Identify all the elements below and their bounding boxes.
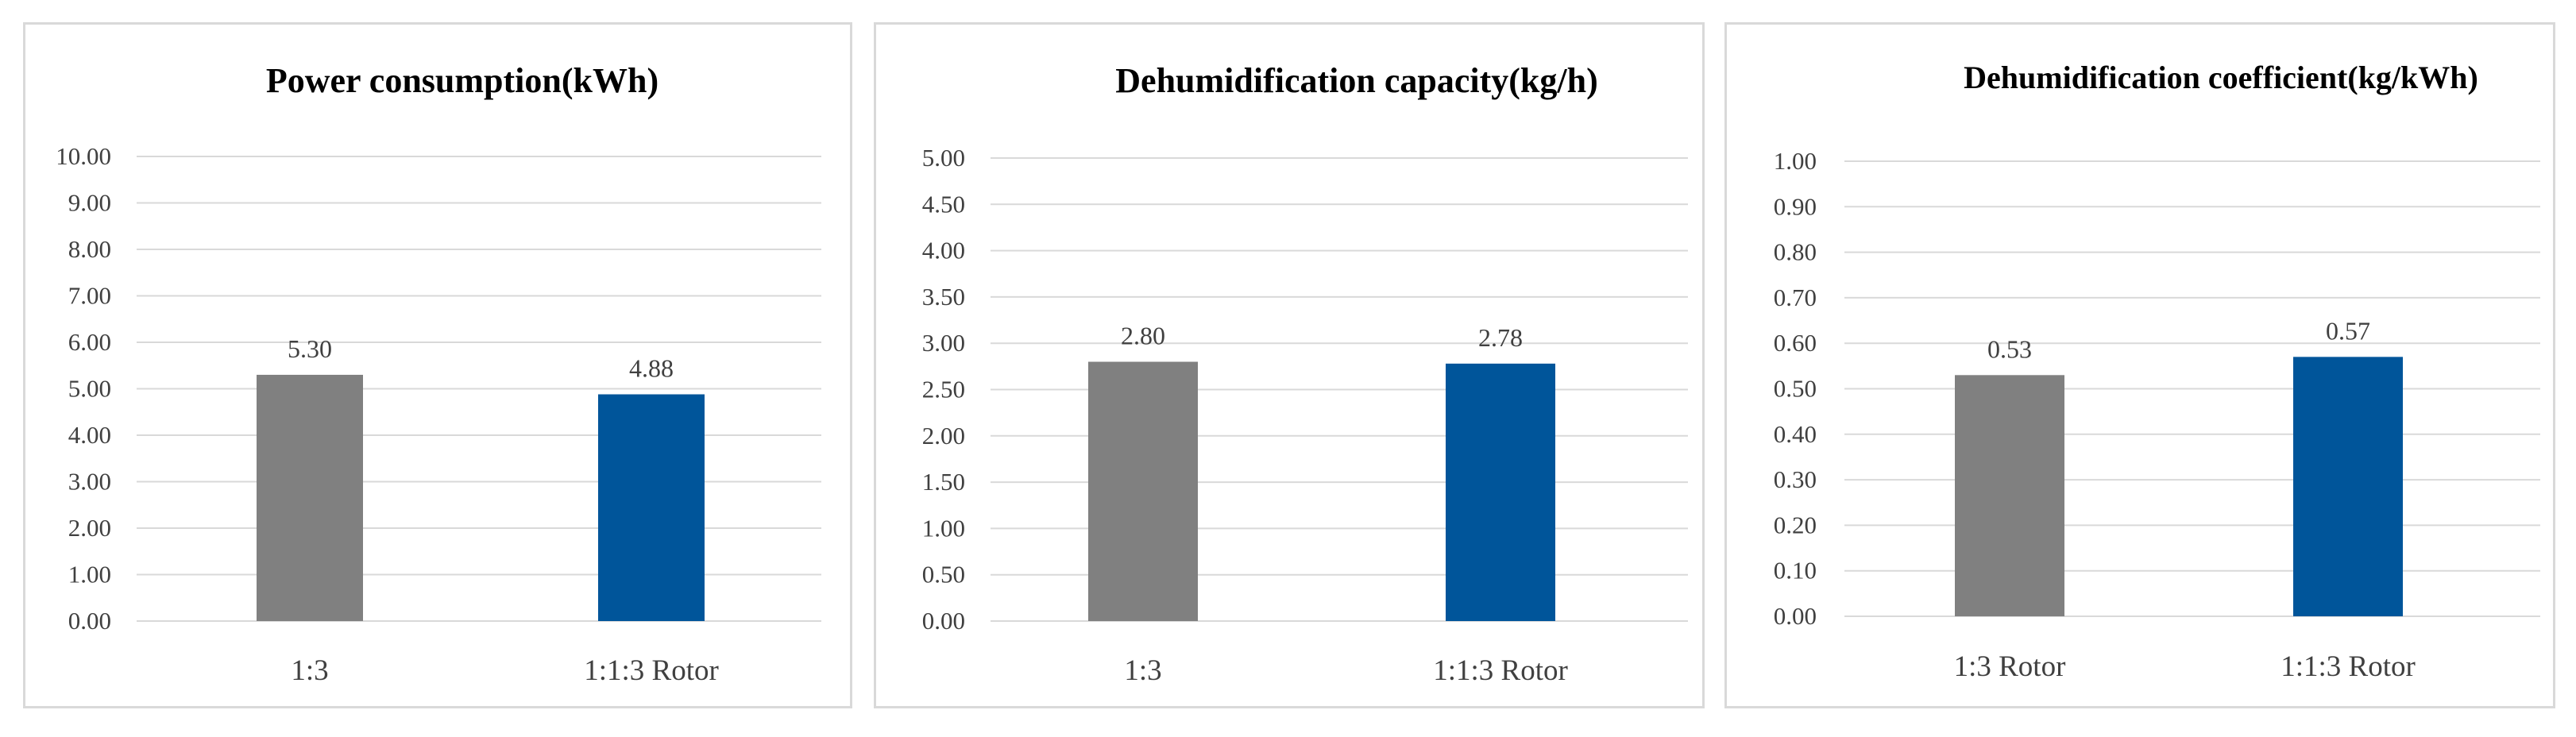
bar (2293, 357, 2403, 616)
y-tick-label: 8.00 (68, 235, 111, 263)
chart-title: Dehumidification coefficient(kg/kWh) (1964, 60, 2478, 95)
y-tick-label: 1.00 (68, 561, 111, 588)
data-label: 5.30 (288, 334, 332, 363)
y-tick-label: 1.00 (1774, 147, 1817, 175)
y-tick-label: 0.00 (68, 607, 111, 635)
y-tick-label: 3.00 (922, 329, 965, 357)
y-tick-label: 0.50 (1774, 375, 1817, 403)
data-label: 4.88 (629, 354, 674, 383)
y-tick-label: 10.00 (56, 142, 111, 170)
bar (1955, 375, 2064, 616)
chart-panel-dehumidification-coefficient: Dehumidification coefficient(kg/kWh) 0.00… (1724, 22, 2555, 708)
power-consumption-chart: Power consumption(kWh) 0.00 1.00 2.00 3.00 4.… (56, 61, 821, 687)
y-tick-label: 9.00 (68, 189, 111, 217)
y-tick-label: 2.00 (68, 514, 111, 542)
category-label: 1:3 Rotor (1954, 650, 2066, 683)
y-tick-label: 0.20 (1774, 511, 1817, 538)
y-tick-label: 0.90 (1774, 192, 1817, 220)
y-tick-label: 0.30 (1774, 465, 1817, 493)
y-tick-label: 7.00 (68, 282, 111, 310)
y-tick-label: 0.00 (922, 607, 965, 635)
y-tick-label: 3.50 (922, 283, 965, 311)
y-tick-label: 0.70 (1774, 284, 1817, 311)
y-tick-label: 0.40 (1774, 420, 1817, 448)
data-label: 0.53 (1987, 334, 2032, 363)
data-label: 2.78 (1478, 323, 1523, 352)
y-tick-label: 4.00 (922, 237, 965, 264)
y-tick-label: 2.00 (922, 422, 965, 450)
chart-panel-power-consumption: Power consumption(kWh) 0.00 1.00 2.00 3.00 4.… (23, 22, 852, 708)
bar (257, 374, 363, 621)
y-tick-label: 1.50 (922, 468, 965, 496)
dehumidification-coefficient-chart: Dehumidification coefficient(kg/kWh) 0.00… (1774, 60, 2540, 683)
y-tick-label: 1.00 (922, 514, 965, 542)
bar (1446, 363, 1555, 621)
y-tick-label: 0.60 (1774, 329, 1817, 357)
bar (598, 394, 705, 621)
y-tick-label: 0.00 (1774, 602, 1817, 630)
chart-title: Power consumption(kWh) (266, 61, 658, 100)
y-tick-label: 6.00 (68, 328, 111, 356)
data-label: 2.80 (1121, 322, 1165, 350)
chart-panel-dehumidification-capacity: Dehumidification capacity(kg/h) 0.00 0.50 1… (874, 22, 1705, 708)
dehumidification-capacity-chart: Dehumidification capacity(kg/h) 0.00 0.50 1… (922, 61, 1688, 687)
y-tick-label: 2.50 (922, 376, 965, 403)
y-tick-label: 5.00 (68, 375, 111, 403)
chart-title: Dehumidification capacity(kg/h) (1115, 61, 1597, 100)
category-label: 1:1:3 Rotor (584, 654, 719, 687)
category-label: 1:1:3 Rotor (1433, 654, 1568, 687)
y-tick-label: 0.80 (1774, 238, 1817, 266)
y-tick-label: 5.00 (922, 144, 965, 172)
y-tick-label: 4.00 (68, 421, 111, 449)
category-label: 1:3 (291, 654, 328, 687)
y-tick-label: 3.00 (68, 468, 111, 496)
category-label: 1:3 (1124, 654, 1161, 687)
data-label: 0.57 (2326, 316, 2370, 345)
y-tick-label: 0.10 (1774, 557, 1817, 585)
y-tick-label: 4.50 (922, 190, 965, 218)
bar (1088, 361, 1198, 621)
category-label: 1:1:3 Rotor (2281, 650, 2416, 683)
y-tick-label: 0.50 (922, 561, 965, 588)
